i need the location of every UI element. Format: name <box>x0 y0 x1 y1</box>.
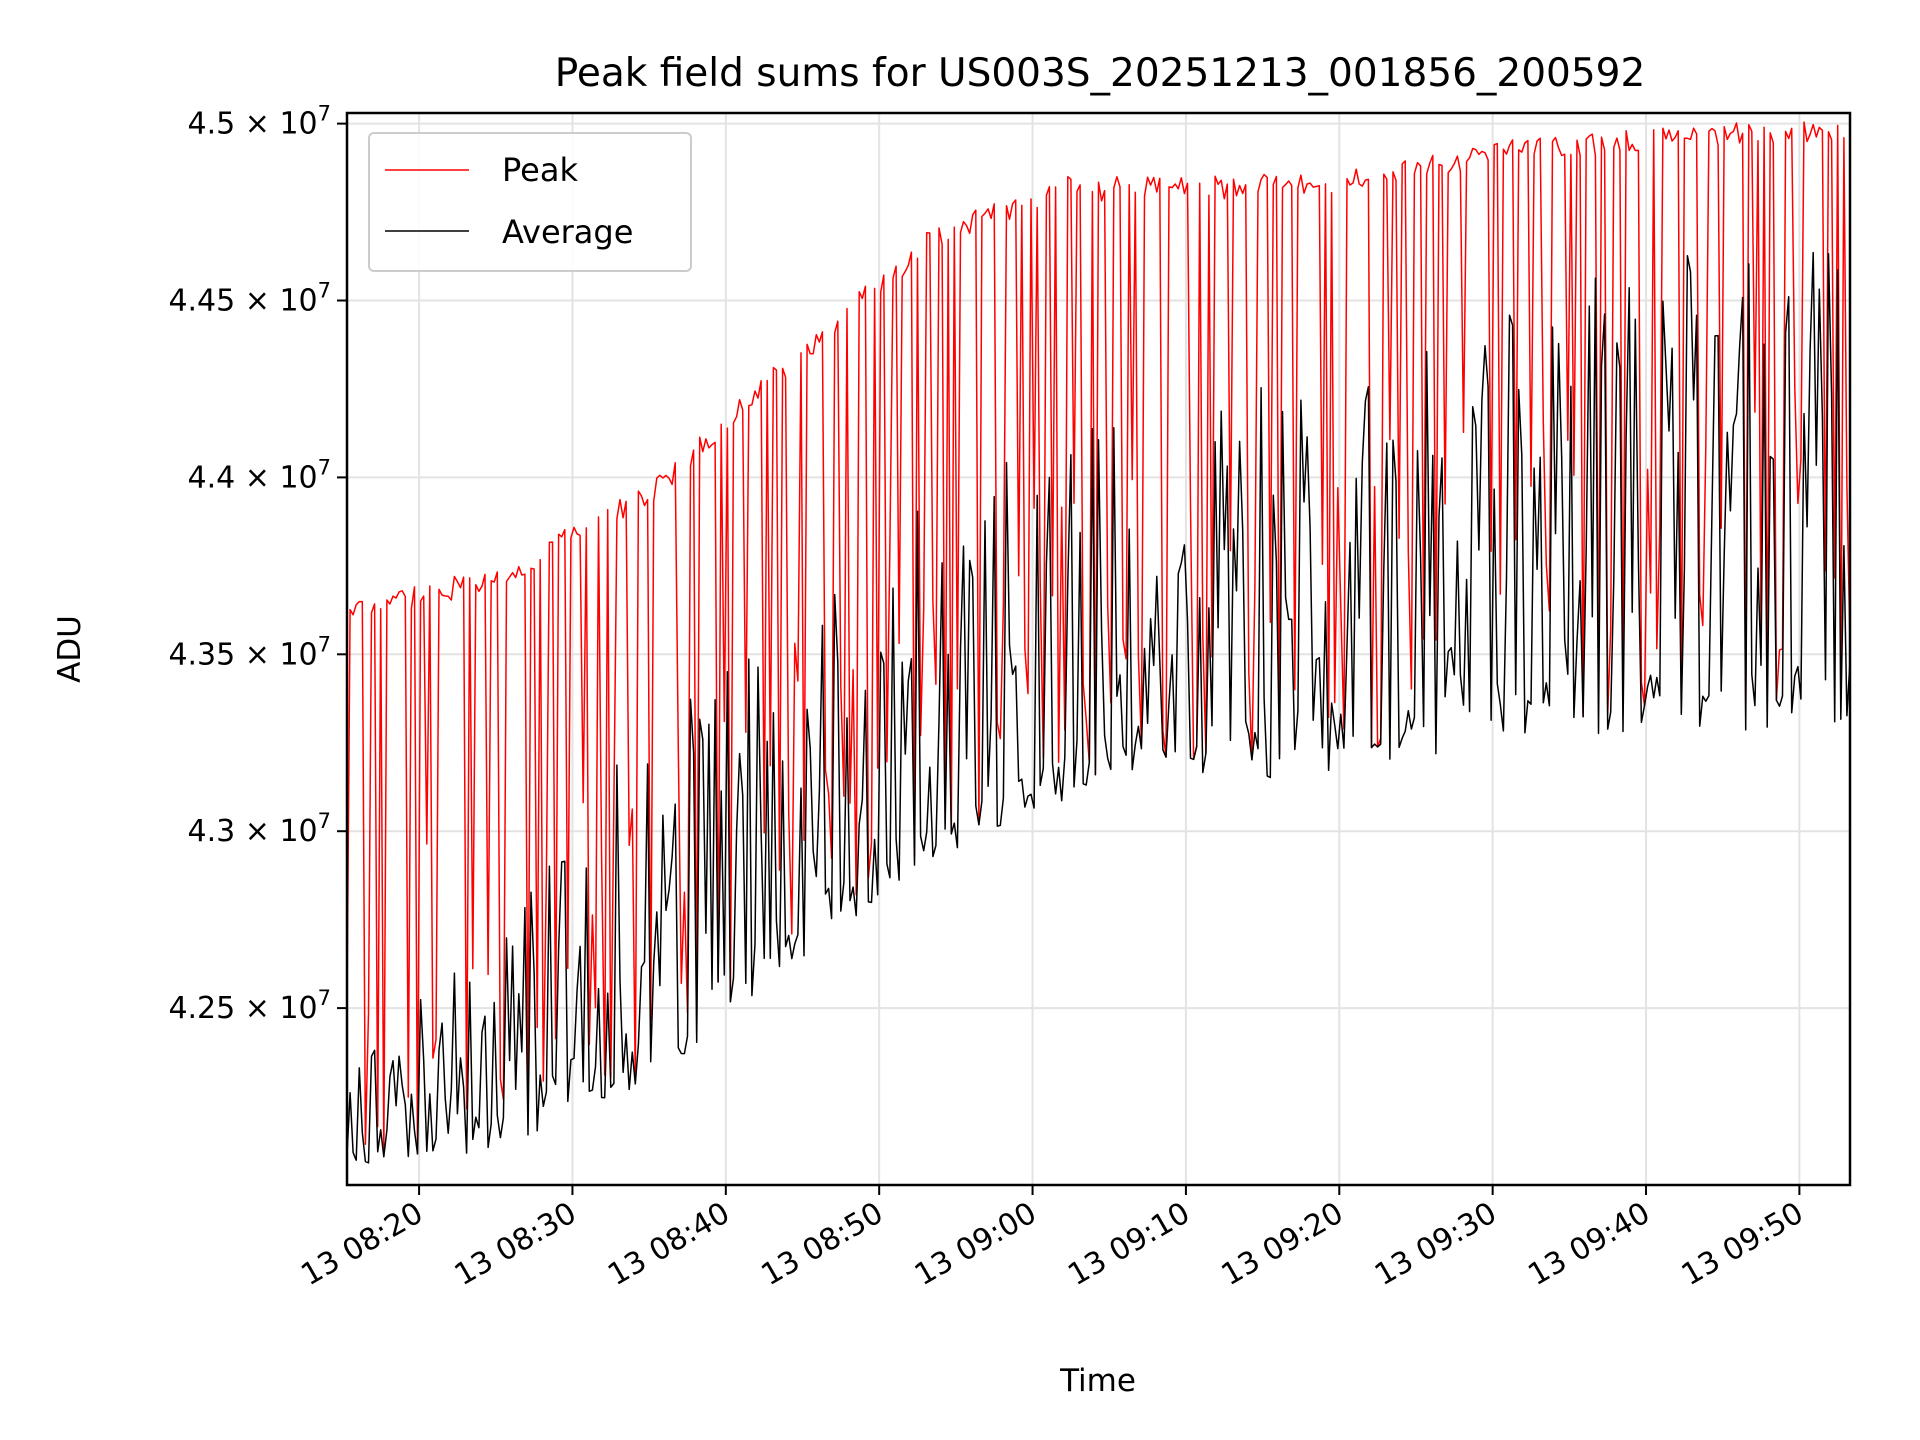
y-tick-label: 4.5 × 107 <box>188 102 331 142</box>
y-tick-label: 4.35 × 107 <box>168 632 331 672</box>
x-axis-label: Time <box>1059 1363 1136 1399</box>
plot-frame <box>345 111 1852 1187</box>
y-tick-label: 4.4 × 107 <box>188 455 331 495</box>
series-average-line <box>346 251 1851 1164</box>
y-axis-label: ADU <box>52 615 88 683</box>
legend-box <box>368 132 692 272</box>
y-tick-exponent: 7 <box>318 455 331 479</box>
series-layer <box>346 121 1851 1164</box>
y-tick-exponent: 7 <box>318 632 331 656</box>
legend-label-average: Average <box>502 213 633 251</box>
y-axis: 4.25 × 107 4.3 × 107 4.35 × 107 4.4 × 107 4.… <box>168 102 347 1026</box>
legend-label-peak: Peak <box>502 151 578 189</box>
legend: Peak Average <box>368 132 692 272</box>
y-tick-exponent: 7 <box>318 809 331 833</box>
y-tick-exponent: 7 <box>318 279 331 303</box>
y-tick-label: 4.3 × 107 <box>188 809 331 849</box>
series-peak-line <box>346 121 1851 1158</box>
y-tick-label: 4.25 × 107 <box>168 986 331 1026</box>
y-tick-label: 4.45 × 107 <box>168 279 331 319</box>
y-tick-exponent: 7 <box>318 986 331 1010</box>
y-tick-exponent: 7 <box>318 102 331 126</box>
chart-title: Peak field sums for US003S_20251213_0018… <box>555 51 1646 96</box>
